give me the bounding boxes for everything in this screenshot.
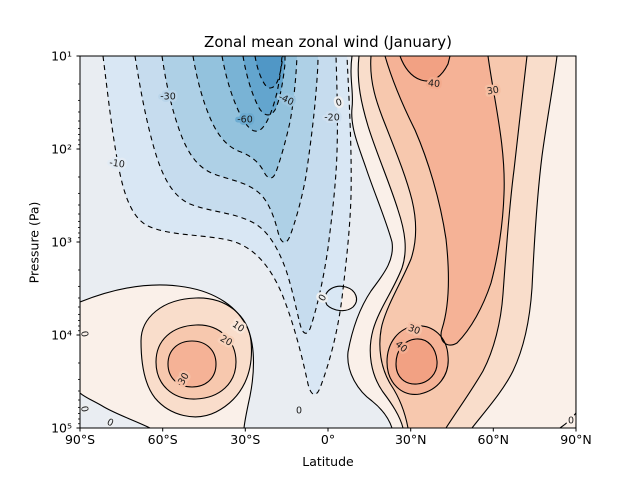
contour-label: 0	[296, 406, 302, 417]
contour-line-neg-60	[242, 56, 286, 116]
contour-line-nh-jet-30	[386, 325, 449, 395]
contour-line-neg-70	[254, 56, 284, 89]
contour-line-nh-20	[370, 56, 528, 428]
contour-line-corner-zero	[559, 412, 576, 428]
x-tick-label: 60°N	[478, 432, 510, 447]
x-tick-label: 0°	[321, 432, 335, 447]
contour-label: -60	[237, 115, 253, 126]
contour-line-nh-pos-0	[347, 56, 576, 428]
y-axis-label: Pressure (Pa)	[26, 201, 42, 284]
contour-fill-nh-jet-40	[396, 338, 438, 385]
chart-title: Zonal mean zonal wind (January)	[204, 33, 452, 51]
contour-line-nh-30	[384, 56, 505, 346]
contour-line-neg-50	[221, 56, 283, 132]
y-tick-label: 10⁴	[51, 328, 72, 343]
contour-line-nh-strat-40	[399, 56, 451, 82]
contour-line-equatorial-zero-island	[324, 285, 358, 312]
contour-label: -20	[324, 113, 340, 124]
contour-line-neg-10	[102, 56, 352, 395]
contour-fill-sh-jet-30	[168, 341, 216, 387]
contour-label: 0	[568, 416, 574, 427]
y-tick-label: 10²	[51, 142, 72, 157]
x-tick-label: 30°S	[230, 432, 260, 447]
contour-line-neg-40	[192, 56, 298, 179]
contour-label: -30	[160, 92, 176, 103]
contour-line-nh-10	[357, 56, 558, 428]
contour-label: -10	[109, 157, 126, 170]
contour-line-nh-jet-40	[395, 338, 438, 385]
contour-line-sh-jet-20	[155, 324, 237, 400]
contour-line-sh-pos-0	[80, 284, 254, 428]
x-tick-label: 30°N	[395, 432, 427, 447]
contour-line-neg-30	[161, 56, 319, 243]
contour-fill-nh-30	[385, 56, 505, 346]
x-tick-label: 60°S	[148, 432, 178, 447]
y-tick-label: 10¹	[51, 49, 72, 64]
contour-label: 40	[427, 78, 440, 90]
contour-fill-neg-70	[255, 56, 283, 88]
contour-label: 30	[486, 85, 500, 98]
x-axis-label: Latitude	[302, 454, 354, 469]
y-tick-label: 10³	[51, 235, 72, 250]
contour-line-sh-jet-30	[167, 340, 217, 388]
x-tick-label: 90°N	[560, 432, 592, 447]
contour-line-sh-jet-10	[140, 297, 253, 418]
y-tick-label: 10⁵	[51, 421, 72, 436]
x-tick-label: 90°S	[65, 432, 95, 447]
contour-line-neg-20	[134, 56, 338, 334]
